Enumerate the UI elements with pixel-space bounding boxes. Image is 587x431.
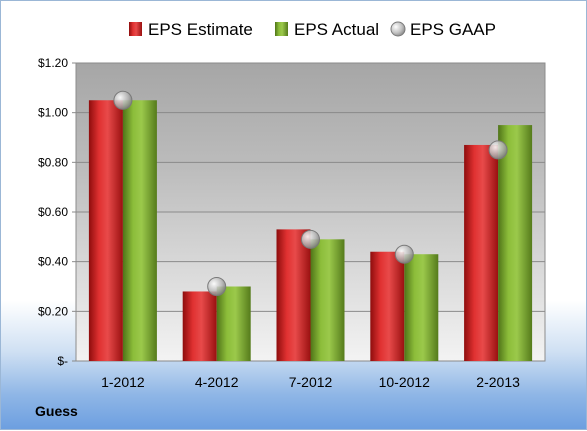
x-tick-label: 2-2013 — [476, 374, 520, 390]
gaap-marker — [207, 277, 227, 296]
y-axis: $- $0.20 $0.40 $0.60 $0.80 $1.00 $1.20 — [38, 56, 76, 368]
gaap-marker — [113, 90, 133, 110]
x-axis: 1-2012 4-2012 7-2012 10-2012 2-2013 — [101, 374, 520, 390]
legend-marker-icon — [390, 21, 406, 37]
x-tick-label: 1-2012 — [101, 374, 145, 390]
bar-eps-estimate — [464, 144, 499, 361]
legend: EPS Estimate EPS Actual EPS GAAP — [129, 20, 496, 39]
y-tick-label: $1.00 — [38, 106, 68, 120]
gaap-marker — [394, 244, 414, 264]
bar-eps-actual — [122, 100, 157, 361]
bar-eps-actual — [310, 239, 345, 361]
bar-eps-estimate — [370, 251, 405, 361]
x-tick-label: 4-2012 — [195, 374, 239, 390]
legend-label: EPS Actual — [294, 20, 379, 39]
gaap-marker — [488, 140, 508, 160]
y-tick-label: $1.20 — [38, 56, 68, 70]
company-label: Guess — [35, 403, 78, 419]
x-tick-label: 7-2012 — [289, 374, 333, 390]
legend-swatch — [275, 22, 288, 36]
y-tick-label: $0.60 — [38, 205, 68, 219]
legend-label: EPS Estimate — [148, 20, 253, 39]
x-tick-label: 10-2012 — [379, 374, 431, 390]
gaap-markers — [113, 90, 508, 296]
y-tick-label: $- — [57, 354, 68, 368]
bar-eps-estimate — [88, 100, 123, 361]
y-tick-label: $0.40 — [38, 255, 68, 269]
legend-swatch — [129, 22, 142, 36]
bars — [88, 100, 533, 361]
y-tick-label: $0.80 — [38, 155, 68, 169]
bar-eps-actual — [404, 254, 439, 361]
y-tick-label: $0.20 — [38, 304, 68, 318]
bar-eps-estimate — [182, 291, 217, 361]
legend-label: EPS GAAP — [410, 20, 496, 39]
gaap-marker — [301, 229, 320, 249]
bar-eps-actual — [216, 286, 251, 361]
bar-eps-actual — [498, 125, 533, 361]
bar-eps-estimate — [276, 229, 311, 361]
